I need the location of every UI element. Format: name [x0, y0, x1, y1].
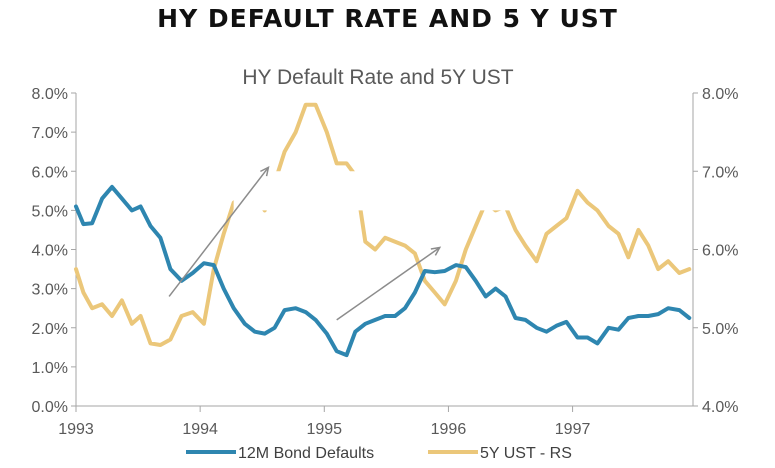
y-right-tick-label: 6.0% [702, 243, 738, 260]
x-tick-label: 1995 [306, 421, 342, 438]
y-left-tick-label: 8.0% [32, 86, 68, 103]
y-left-tick-label: 7.0% [32, 125, 68, 142]
y-right-tick-label: 8.0% [702, 86, 738, 103]
legend-label-defaults: 12M Bond Defaults [238, 445, 374, 462]
annotation-arrow-head [430, 246, 442, 256]
y-right-tick-label: 5.0% [702, 321, 738, 338]
y-left-tick-label: 6.0% [32, 164, 68, 181]
x-tick-label: 1996 [431, 421, 467, 438]
annotation-arrow-head [260, 165, 270, 177]
annotation-arrow-line [336, 246, 441, 321]
banner-title: HY DEFAULT RATE AND 5 Y UST [157, 4, 618, 33]
axes: 0.0% 1.0% 2.0% 3.0% 4.0% 5.0% 6.0% 7.0% 8.0% 4.0%… [32, 86, 739, 438]
series-line-ust [74, 102, 692, 347]
annotations [168, 165, 442, 321]
legend-label-ust: 5Y UST - RS [480, 445, 572, 462]
y-left-tick-label: 0.0% [32, 399, 68, 416]
y-left-tick-label: 3.0% [32, 282, 68, 299]
chart-title: HY Default Rate and 5Y UST [242, 66, 513, 89]
series-lines [74, 102, 692, 358]
y-left-tick-label: 2.0% [32, 321, 68, 338]
series-line-defaults [74, 184, 692, 358]
legend: 12M Bond Defaults 5Y UST - RS [186, 445, 572, 462]
y-left-tick-label: 1.0% [32, 360, 68, 377]
y-right-tick-label: 4.0% [702, 399, 738, 416]
annotation-arrow-line [168, 166, 270, 297]
y-left-tick-label: 4.0% [32, 243, 68, 260]
y-right-tick-label: 7.0% [702, 164, 738, 181]
y-left-tick-label: 5.0% [32, 203, 68, 220]
x-tick-label: 1993 [58, 421, 94, 438]
x-tick-label: 1997 [555, 421, 591, 438]
x-tick-label: 1994 [182, 421, 218, 438]
occlusion-box [233, 171, 538, 211]
